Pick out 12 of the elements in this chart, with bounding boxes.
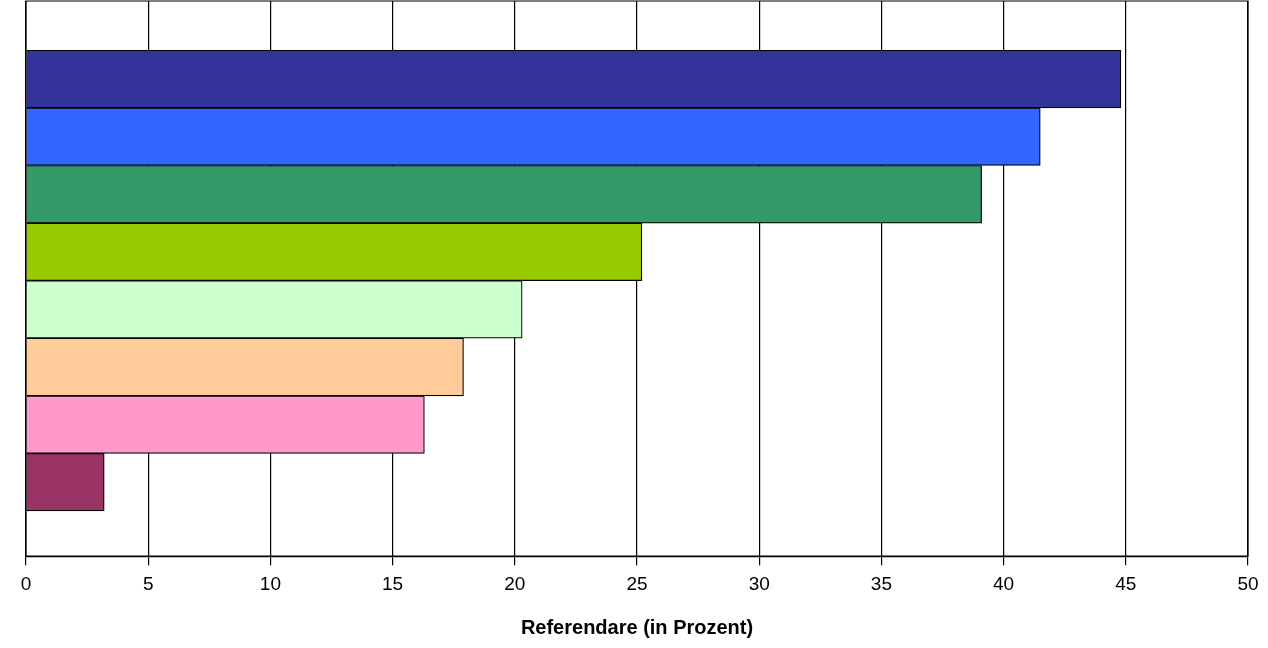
x-axis-title: Referendare (in Prozent) xyxy=(520,615,754,638)
x-tick-label: 20 xyxy=(504,572,526,594)
x-tick-label: 40 xyxy=(993,572,1015,594)
x-tick-label: 15 xyxy=(382,572,404,594)
x-tick-label: 45 xyxy=(1115,572,1137,594)
x-tick-label: 35 xyxy=(870,572,892,594)
x-tick-label: 25 xyxy=(626,572,648,594)
x-tick-label: 30 xyxy=(748,572,770,594)
x-tick-label: 50 xyxy=(1237,572,1259,594)
x-tick-label: 10 xyxy=(259,572,281,594)
x-tick-label: 0 xyxy=(20,572,32,594)
x-tick-label: 5 xyxy=(142,572,154,594)
